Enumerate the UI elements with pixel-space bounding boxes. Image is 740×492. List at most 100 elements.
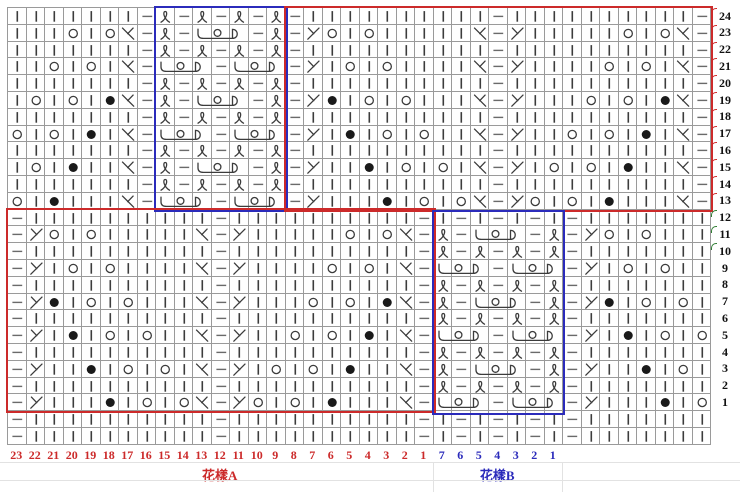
- left-decrease-icon: [582, 327, 601, 344]
- purl-stitch-icon: [212, 310, 231, 327]
- knit-stitch-icon: [82, 193, 101, 210]
- purl-stitch-icon: [415, 210, 434, 227]
- knit-stitch-icon: [674, 378, 693, 395]
- knit-stitch-icon: [267, 210, 286, 227]
- knit-stitch-icon: [8, 58, 27, 75]
- knit-stitch-icon: [45, 361, 64, 378]
- purl-stitch-icon: [212, 193, 231, 210]
- right-decrease-icon: [471, 58, 490, 75]
- knit-stitch-icon: [397, 109, 416, 126]
- right-decrease-icon: [674, 193, 693, 210]
- row-tick-mark: [711, 24, 717, 32]
- knit-stitch-icon: [27, 378, 46, 395]
- purl-stitch-icon: [489, 277, 508, 294]
- knit-stitch-icon: [545, 193, 564, 210]
- knit-stitch-icon: [545, 8, 564, 25]
- row-tick-mark: [711, 92, 717, 99]
- knit-stitch-icon: [341, 310, 360, 327]
- knit-stitch-icon: [323, 126, 342, 143]
- knit-stitch-icon: [45, 92, 64, 109]
- knit-stitch-icon: [674, 109, 693, 126]
- pattern-a-column-number: 5: [346, 447, 353, 462]
- knit-stitch-icon: [415, 159, 434, 176]
- knit-stitch-icon: [397, 42, 416, 59]
- knit-stitch-icon: [101, 159, 120, 176]
- knit-stitch-icon: [600, 277, 619, 294]
- knit-stitch-icon: [378, 361, 397, 378]
- knit-stitch-icon: [378, 75, 397, 92]
- yarn-over-icon: [582, 92, 601, 109]
- knit-stitch-icon: [156, 260, 175, 277]
- yarn-over-icon: [619, 92, 638, 109]
- knit-stitch-icon: [27, 344, 46, 361]
- knit-stitch-icon: [600, 142, 619, 159]
- purl-stitch-icon: [452, 210, 471, 227]
- yarn-over-icon: [138, 394, 157, 411]
- knit-stitch-icon: [119, 8, 138, 25]
- row-tick-mark: [711, 159, 717, 167]
- knit-stitch-icon: [378, 428, 397, 445]
- purl-stitch-icon: [175, 159, 194, 176]
- pattern-a-column-number: 3: [383, 447, 390, 462]
- yarn-over-icon: [82, 294, 101, 311]
- three-stitch-cluster-start: [508, 394, 553, 411]
- yarn-over-icon: [378, 126, 397, 143]
- yarn-over-icon: [8, 193, 27, 210]
- knit-stitch-icon: [378, 210, 397, 227]
- bobble-icon: [656, 92, 675, 109]
- knit-stitch-icon: [175, 428, 194, 445]
- knit-stitch-icon: [304, 226, 323, 243]
- right-decrease-icon: [119, 126, 138, 143]
- yarn-over-icon: [693, 394, 712, 411]
- right-decrease-icon: [397, 294, 416, 311]
- knit-stitch-icon: [101, 428, 120, 445]
- row-number: 18: [719, 109, 731, 124]
- yarn-over-icon: [545, 159, 564, 176]
- bobble-icon: [323, 394, 342, 411]
- knit-stitch-icon: [341, 8, 360, 25]
- knit-stitch-icon: [360, 394, 379, 411]
- knit-stitch-icon: [230, 344, 249, 361]
- purl-stitch-icon: [526, 411, 545, 428]
- purl-stitch-icon: [286, 92, 305, 109]
- right-decrease-icon: [193, 226, 212, 243]
- knit-stitch-icon: [397, 277, 416, 294]
- knit-stitch-icon: [64, 42, 83, 59]
- knit-stitch-icon: [323, 42, 342, 59]
- row-number: 10: [719, 243, 731, 258]
- knit-stitch-icon: [637, 210, 656, 227]
- knit-stitch-icon: [341, 25, 360, 42]
- purl-stitch-icon: [286, 176, 305, 193]
- knit-stitch-icon: [286, 411, 305, 428]
- three-stitch-cluster-start: [193, 25, 238, 42]
- knit-stitch-icon: [249, 411, 268, 428]
- knit-stitch-icon: [508, 109, 527, 126]
- knit-stitch-icon: [526, 176, 545, 193]
- knit-stitch-icon: [360, 310, 379, 327]
- knit-stitch-icon: [8, 176, 27, 193]
- purl-stitch-icon: [563, 344, 582, 361]
- knit-stitch-icon: [619, 394, 638, 411]
- purl-stitch-icon: [693, 176, 712, 193]
- row-number: 20: [719, 75, 731, 90]
- knit-stitch-icon: [45, 394, 64, 411]
- knit-stitch-icon: [82, 243, 101, 260]
- twisted-stitch-icon: [434, 294, 453, 311]
- left-decrease-icon: [508, 92, 527, 109]
- yarn-over-icon: [693, 327, 712, 344]
- knit-stitch-icon: [119, 327, 138, 344]
- purl-stitch-icon: [415, 394, 434, 411]
- twisted-stitch-icon: [471, 277, 490, 294]
- knit-stitch-icon: [341, 75, 360, 92]
- purl-stitch-icon: [212, 243, 231, 260]
- knit-stitch-icon: [600, 109, 619, 126]
- knit-stitch-icon: [119, 411, 138, 428]
- knit-stitch-icon: [323, 243, 342, 260]
- knit-stitch-icon: [637, 42, 656, 59]
- left-decrease-icon: [304, 193, 323, 210]
- knit-stitch-icon: [360, 193, 379, 210]
- knit-stitch-icon: [360, 75, 379, 92]
- knit-stitch-icon: [323, 109, 342, 126]
- knit-stitch-icon: [82, 159, 101, 176]
- purl-stitch-icon: [286, 109, 305, 126]
